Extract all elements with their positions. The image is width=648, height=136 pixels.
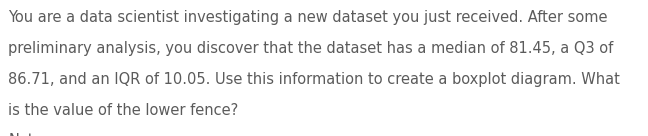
Text: Note:: Note: — [8, 133, 48, 136]
Text: 86.71, and an IQR of 10.05. Use this information to create a boxplot diagram. Wh: 86.71, and an IQR of 10.05. Use this inf… — [8, 72, 620, 87]
Text: preliminary analysis, you discover that the dataset has a median of 81.45, a Q3 : preliminary analysis, you discover that … — [8, 41, 614, 56]
Text: You are a data scientist investigating a new dataset you just received. After so: You are a data scientist investigating a… — [8, 10, 608, 24]
Text: is the value of the lower fence?: is the value of the lower fence? — [8, 103, 238, 118]
